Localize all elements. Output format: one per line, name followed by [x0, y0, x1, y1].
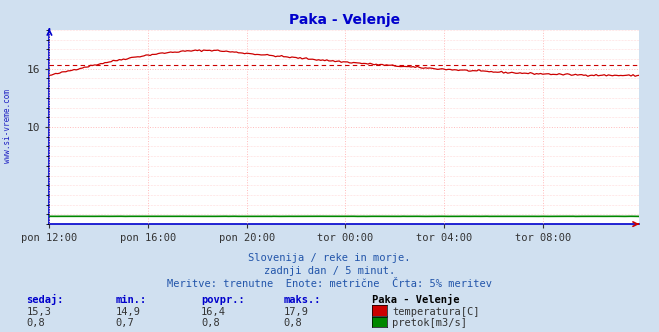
- Text: maks.:: maks.:: [283, 295, 321, 305]
- Title: Paka - Velenje: Paka - Velenje: [289, 13, 400, 27]
- Text: 16,4: 16,4: [201, 307, 226, 317]
- Text: 0,8: 0,8: [283, 318, 302, 328]
- Text: pretok[m3/s]: pretok[m3/s]: [392, 318, 467, 328]
- Text: 0,7: 0,7: [115, 318, 134, 328]
- Text: 14,9: 14,9: [115, 307, 140, 317]
- Text: www.si-vreme.com: www.si-vreme.com: [3, 89, 13, 163]
- Text: zadnji dan / 5 minut.: zadnji dan / 5 minut.: [264, 266, 395, 276]
- Text: 17,9: 17,9: [283, 307, 308, 317]
- Text: 0,8: 0,8: [201, 318, 219, 328]
- Text: min.:: min.:: [115, 295, 146, 305]
- Text: Meritve: trenutne  Enote: metrične  Črta: 5% meritev: Meritve: trenutne Enote: metrične Črta: …: [167, 279, 492, 289]
- Text: 15,3: 15,3: [26, 307, 51, 317]
- Text: povpr.:: povpr.:: [201, 295, 244, 305]
- Text: Slovenija / reke in morje.: Slovenija / reke in morje.: [248, 253, 411, 263]
- Text: 0,8: 0,8: [26, 318, 45, 328]
- Text: Paka - Velenje: Paka - Velenje: [372, 294, 460, 305]
- Text: temperatura[C]: temperatura[C]: [392, 307, 480, 317]
- Text: sedaj:: sedaj:: [26, 294, 64, 305]
